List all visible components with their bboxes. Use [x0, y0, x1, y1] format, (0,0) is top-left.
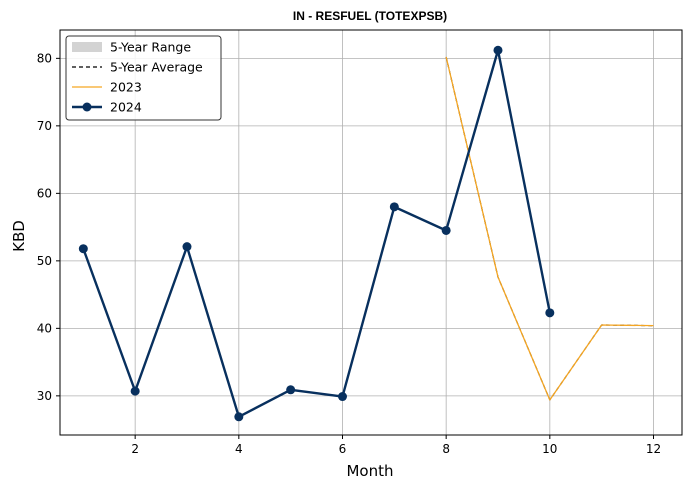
data-point [286, 385, 296, 395]
x-tick-label: 2 [131, 442, 139, 456]
tick-layer: 2 4 6 8 10 12 30 40 50 60 70 80 [37, 51, 661, 456]
legend: 5-Year Range 5-Year Average 2023 2024 [65, 35, 222, 121]
x-tick-label: 12 [646, 442, 661, 456]
legend-swatch-marker [82, 102, 92, 112]
y-axis-label: KBD [10, 220, 28, 252]
legend-label: 2024 [110, 100, 142, 115]
data-point [441, 225, 451, 235]
x-tick-label: 6 [339, 442, 347, 456]
series-line-2024 [82, 49, 552, 418]
series-layer [78, 45, 654, 422]
y-tick-label: 30 [37, 389, 52, 403]
legend-label: 5-Year Range [110, 40, 191, 55]
legend-box [65, 35, 222, 121]
y-tick-label: 50 [37, 254, 52, 268]
y-tick-label: 80 [37, 51, 52, 65]
y-tick-label: 70 [37, 119, 52, 133]
x-axis-label: Month [346, 462, 393, 480]
legend-label: 5-Year Average [110, 60, 203, 75]
y-tick-label: 60 [37, 186, 52, 200]
data-point [337, 392, 347, 402]
x-tick-label: 4 [235, 442, 243, 456]
data-point [389, 202, 399, 212]
x-tick-label: 8 [442, 442, 450, 456]
data-point [78, 244, 88, 254]
plot-frame [59, 29, 683, 436]
legend-label: 2023 [110, 80, 142, 95]
data-point [234, 412, 244, 422]
data-point [493, 45, 503, 55]
data-point [130, 386, 140, 396]
x-tick-label: 10 [542, 442, 557, 456]
data-point [182, 242, 192, 252]
chart-title: IN - RESFUEL (TOTEXPSB) [293, 9, 447, 23]
y-tick-label: 40 [37, 321, 52, 335]
legend-swatch-band [72, 42, 102, 52]
data-point [545, 308, 555, 318]
series-line-2023 [445, 56, 654, 401]
